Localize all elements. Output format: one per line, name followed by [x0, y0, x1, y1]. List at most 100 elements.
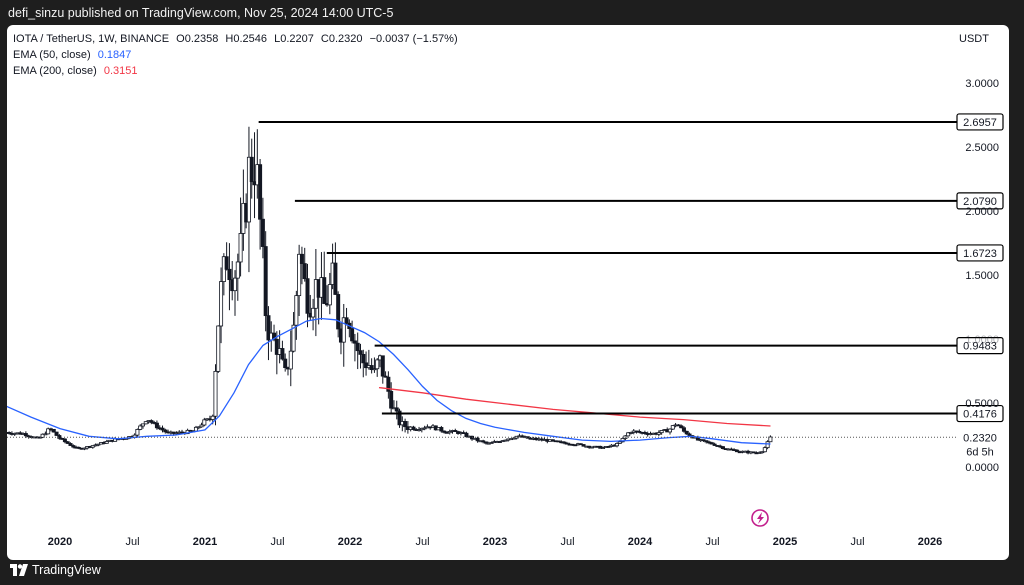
candle-body — [668, 428, 673, 433]
candle — [219, 267, 224, 344]
currency-label[interactable]: USDT — [959, 33, 989, 45]
candle — [54, 431, 59, 436]
candle-body — [202, 419, 207, 426]
candle-body — [679, 425, 684, 429]
candle-body — [389, 390, 394, 409]
x-tick-label: Jul — [705, 536, 719, 548]
candle — [160, 425, 165, 433]
candle-body — [43, 433, 48, 436]
candle-body — [149, 420, 154, 423]
candle — [397, 408, 402, 428]
candle-body — [352, 340, 357, 344]
x-tick-label: 2026 — [918, 536, 942, 548]
current-price-box: 0.2320 6d 5h — [957, 429, 1003, 458]
candle — [299, 246, 304, 285]
candle-body — [768, 436, 773, 443]
candle-body — [154, 422, 159, 429]
candle — [581, 444, 586, 447]
tradingview-logo[interactable]: TradingView — [10, 563, 101, 577]
candle-body — [23, 433, 28, 437]
candle-body — [439, 427, 444, 432]
candle-body — [687, 433, 692, 436]
candle-body — [305, 278, 310, 314]
y-tick-label: 3.0000 — [965, 78, 999, 90]
candle-body — [503, 439, 508, 442]
candle — [71, 444, 76, 449]
candle — [439, 425, 444, 433]
candle-body — [709, 442, 714, 445]
candle — [249, 138, 254, 199]
candle — [372, 357, 377, 373]
y-tick-label: 2.5000 — [965, 142, 999, 154]
lightning-icon-ring[interactable] — [751, 509, 769, 527]
legend-ema200-row[interactable]: EMA (200, close) 0.3151 — [13, 63, 462, 79]
candle-body — [54, 431, 59, 436]
countdown-label: 6d 5h — [966, 446, 994, 458]
candle — [238, 197, 243, 277]
candle-body — [104, 441, 109, 444]
candle-body — [272, 332, 277, 340]
candle — [294, 290, 299, 340]
candle — [765, 440, 770, 450]
candle — [403, 418, 408, 433]
candle-body — [403, 421, 408, 428]
level-price-box: 2.0790 — [956, 192, 1004, 210]
level-box — [956, 113, 1004, 131]
ema200-label: EMA (200, close) — [13, 65, 97, 77]
candle-body — [216, 325, 221, 372]
candle-body — [224, 256, 229, 270]
candle-body — [227, 268, 232, 281]
candle — [82, 447, 87, 451]
x-tick-label: Jul — [270, 536, 284, 548]
candles — [7, 126, 773, 455]
candle-body — [291, 324, 296, 352]
candle — [344, 307, 349, 326]
tradingview-brand: TradingView — [32, 563, 101, 577]
candle-body — [628, 432, 633, 434]
level-box — [956, 244, 1004, 262]
candle-body — [562, 441, 567, 444]
candle-body — [65, 441, 70, 444]
candle-body — [358, 350, 363, 355]
candle-body — [90, 445, 95, 448]
candle-body — [235, 261, 240, 279]
tradingview-mark-icon — [10, 564, 28, 576]
candle-body — [135, 429, 140, 436]
candle-body — [701, 439, 706, 442]
level-label: 0.9483 — [963, 341, 997, 353]
candle-body — [670, 425, 675, 430]
candle-body — [475, 437, 480, 442]
candle-body — [615, 443, 620, 447]
candle-body — [394, 407, 399, 412]
candle-body — [163, 429, 168, 433]
candle — [96, 443, 101, 447]
candle — [483, 441, 488, 445]
ema200-path — [378, 386, 771, 427]
candle-body — [760, 451, 765, 454]
chart-legend: IOTA / TetherUS, 1W, BINANCE O0.2358 H0.… — [13, 31, 462, 79]
legend-ema50-row[interactable]: EMA (50, close) 0.1847 — [13, 47, 462, 63]
ema50-value: 0.1847 — [97, 49, 132, 61]
candle — [40, 433, 45, 439]
candle — [350, 320, 355, 344]
candle-body — [375, 359, 380, 370]
price-chart[interactable]: 2.6957 2.0790 1.6723 0.9483 0.4176 0.2320 6d 5… — [7, 25, 1009, 560]
symbol-label[interactable]: IOTA / TetherUS, 1W, BINANCE — [13, 33, 170, 45]
candle — [7, 431, 12, 435]
candle-body — [283, 358, 288, 369]
candle — [562, 441, 567, 445]
ema200-value: 0.3151 — [103, 65, 138, 77]
y-tick-label: 1.5000 — [965, 270, 999, 282]
candle — [762, 446, 767, 453]
candle-body — [196, 426, 201, 429]
candle-body — [40, 433, 45, 438]
candle-body — [361, 353, 366, 364]
candle-body — [57, 435, 62, 439]
candle-body — [656, 432, 661, 435]
candle-body — [720, 446, 725, 450]
candle-body — [626, 432, 631, 437]
chart-panel[interactable]: 2.6957 2.0790 1.6723 0.9483 0.4176 0.2320 6d 5… — [7, 25, 1009, 560]
candle-body — [762, 447, 767, 453]
candle-body — [302, 263, 307, 280]
